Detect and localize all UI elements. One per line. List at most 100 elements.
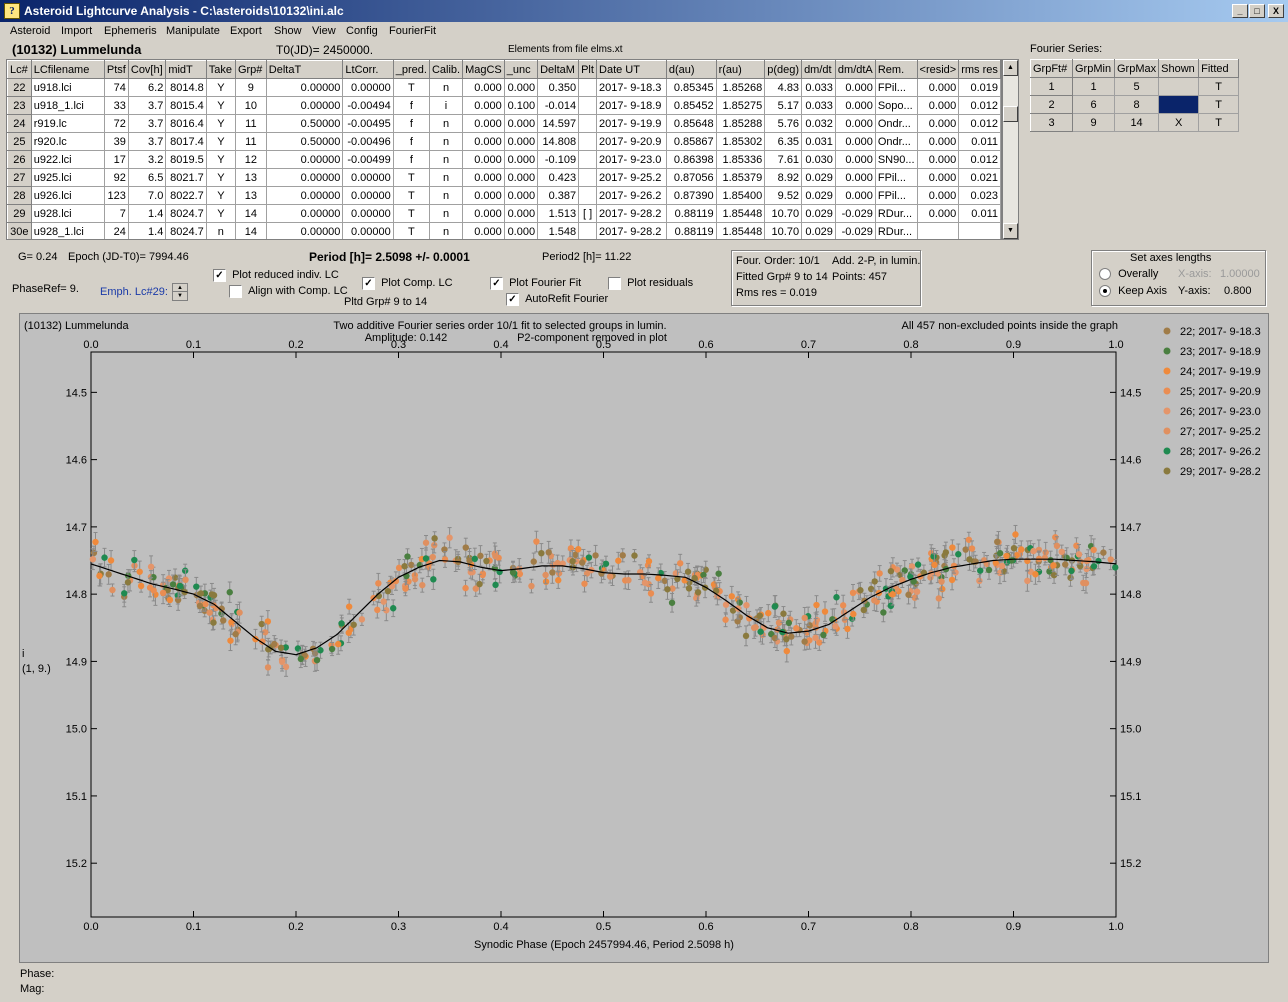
table-cell[interactable]: 8014.8 bbox=[165, 78, 207, 97]
table-cell[interactable] bbox=[578, 78, 598, 97]
table-cell[interactable]: 74 bbox=[103, 78, 129, 97]
table-cell[interactable]: Y bbox=[205, 204, 236, 223]
table-cell[interactable]: 0.50000 bbox=[265, 132, 344, 151]
table-cell[interactable]: 0.000 bbox=[916, 168, 960, 187]
table-cell[interactable]: 10.70 bbox=[764, 222, 803, 239]
fourier-cell[interactable] bbox=[1158, 95, 1200, 114]
table-cell[interactable]: 0.000 bbox=[916, 132, 960, 151]
overally-radio[interactable] bbox=[1099, 268, 1111, 281]
table-cell[interactable]: -0.109 bbox=[537, 150, 580, 169]
fourier-cell[interactable]: 9 bbox=[1072, 113, 1115, 132]
table-cell[interactable]: 0.000 bbox=[834, 78, 876, 97]
column-header[interactable]: LCfilename bbox=[30, 60, 105, 79]
lightcurve-plot[interactable]: (10132) Lummelunda Two additive Fourier … bbox=[20, 314, 1270, 964]
table-cell[interactable]: 0.000 bbox=[503, 204, 539, 223]
table-cell[interactable]: 6.2 bbox=[127, 78, 167, 97]
table-cell[interactable]: 9 bbox=[234, 78, 267, 97]
table-cell[interactable]: 24 bbox=[7, 114, 32, 133]
table-row[interactable]: 24 r919.lc 72 3.7 8016.4 Y 11 0.50000 -0.00495 f n… bbox=[7, 114, 1001, 133]
table-cell[interactable]: 0.019 bbox=[958, 78, 1001, 97]
table-cell[interactable]: n bbox=[428, 114, 464, 133]
table-cell[interactable]: Sopo... bbox=[874, 96, 918, 115]
table-cell[interactable]: 1.85400 bbox=[715, 186, 766, 205]
table-cell[interactable]: 0.00000 bbox=[265, 78, 344, 97]
table-cell[interactable]: 1.85275 bbox=[715, 96, 766, 115]
menu-asteroid[interactable]: Asteroid bbox=[10, 25, 51, 37]
fourier-cell[interactable]: 1 bbox=[1030, 77, 1073, 96]
table-cell[interactable]: n bbox=[428, 186, 464, 205]
table-cell[interactable]: 0.100 bbox=[503, 96, 539, 115]
spin-up-icon[interactable]: ▲ bbox=[173, 284, 187, 292]
table-cell[interactable]: 9.52 bbox=[764, 186, 803, 205]
column-header[interactable]: Ptsf bbox=[103, 60, 129, 79]
table-cell[interactable]: 7.61 bbox=[764, 150, 803, 169]
table-cell[interactable]: 0.87056 bbox=[665, 168, 717, 187]
table-cell[interactable]: Y bbox=[205, 114, 236, 133]
align-comp-checkbox[interactable] bbox=[229, 285, 242, 298]
table-cell[interactable]: 72 bbox=[103, 114, 129, 133]
table-cell[interactable]: 1.85379 bbox=[715, 168, 766, 187]
close-button[interactable]: X bbox=[1268, 4, 1284, 18]
table-row[interactable]: 28 u926.lci 123 7.0 8022.7 Y 13 0.00000 0.00000 T… bbox=[7, 186, 1001, 205]
table-cell[interactable]: 29 bbox=[7, 204, 32, 223]
column-header[interactable]: dm/dt bbox=[801, 60, 836, 79]
table-cell[interactable] bbox=[578, 150, 598, 169]
table-cell[interactable]: 0.000 bbox=[462, 96, 505, 115]
table-cell[interactable]: 0.000 bbox=[462, 168, 505, 187]
table-cell[interactable]: 3.7 bbox=[127, 114, 167, 133]
table-cell[interactable]: 0.000 bbox=[462, 222, 505, 239]
table-cell[interactable]: 39 bbox=[103, 132, 129, 151]
column-header[interactable]: Plt bbox=[578, 60, 598, 79]
table-cell[interactable]: 2017- 9-28.2 bbox=[596, 222, 667, 239]
table-cell[interactable]: 14 bbox=[234, 222, 267, 239]
table-cell[interactable]: 24 bbox=[103, 222, 129, 239]
table-cell[interactable]: n bbox=[428, 78, 464, 97]
table-cell[interactable]: RDur... bbox=[874, 222, 918, 239]
table-cell[interactable]: 0.00000 bbox=[265, 204, 344, 223]
table-cell[interactable]: 0.00000 bbox=[342, 186, 394, 205]
table-cell[interactable]: 2017- 9-18.3 bbox=[596, 78, 667, 97]
table-cell[interactable]: 8015.4 bbox=[165, 96, 207, 115]
table-cell[interactable]: 14 bbox=[234, 204, 267, 223]
table-cell[interactable]: 1.548 bbox=[537, 222, 580, 239]
table-cell[interactable]: 1.4 bbox=[127, 204, 167, 223]
table-cell[interactable] bbox=[916, 222, 960, 239]
table-cell[interactable]: 2017- 9-19.9 bbox=[596, 114, 667, 133]
table-cell[interactable]: 0.87390 bbox=[665, 186, 717, 205]
table-cell[interactable]: 0.000 bbox=[916, 96, 960, 115]
menu-ephemeris[interactable]: Ephemeris bbox=[104, 25, 157, 37]
table-cell[interactable]: 8024.7 bbox=[165, 222, 207, 239]
table-cell[interactable]: 0.50000 bbox=[265, 114, 344, 133]
fourier-column-header[interactable]: Shown bbox=[1158, 59, 1200, 78]
table-cell[interactable]: T bbox=[392, 168, 430, 187]
table-cell[interactable]: 92 bbox=[103, 168, 129, 187]
column-header[interactable]: p(deg) bbox=[764, 60, 803, 79]
table-cell[interactable]: 8016.4 bbox=[165, 114, 207, 133]
table-cell[interactable]: Y bbox=[205, 186, 236, 205]
table-cell[interactable]: 26 bbox=[7, 150, 32, 169]
table-cell[interactable]: 8021.7 bbox=[165, 168, 207, 187]
table-cell[interactable]: 8024.7 bbox=[165, 204, 207, 223]
column-header[interactable]: <resid> bbox=[916, 60, 960, 79]
scroll-thumb[interactable] bbox=[1003, 106, 1018, 122]
table-cell[interactable]: 14.808 bbox=[537, 132, 580, 151]
table-cell[interactable]: 0.000 bbox=[462, 78, 505, 97]
table-cell[interactable]: FPil... bbox=[874, 168, 918, 187]
table-cell[interactable]: 0.000 bbox=[503, 150, 539, 169]
table-cell[interactable]: Ondr... bbox=[874, 132, 918, 151]
table-cell[interactable]: 0.029 bbox=[801, 168, 836, 187]
table-cell[interactable]: -0.014 bbox=[537, 96, 580, 115]
table-cell[interactable]: 5.17 bbox=[764, 96, 803, 115]
table-cell[interactable]: 0.000 bbox=[462, 150, 505, 169]
plot-residuals-option[interactable]: Plot residuals bbox=[608, 277, 693, 290]
app-icon[interactable]: ? bbox=[4, 3, 20, 19]
column-header[interactable]: LtCorr. bbox=[342, 60, 394, 79]
fourier-cell[interactable]: 3 bbox=[1030, 113, 1073, 132]
table-cell[interactable] bbox=[578, 114, 598, 133]
table-cell[interactable]: SN90... bbox=[874, 150, 918, 169]
table-cell[interactable]: 0.023 bbox=[958, 186, 1001, 205]
table-cell[interactable]: u928_1.lci bbox=[30, 222, 105, 239]
